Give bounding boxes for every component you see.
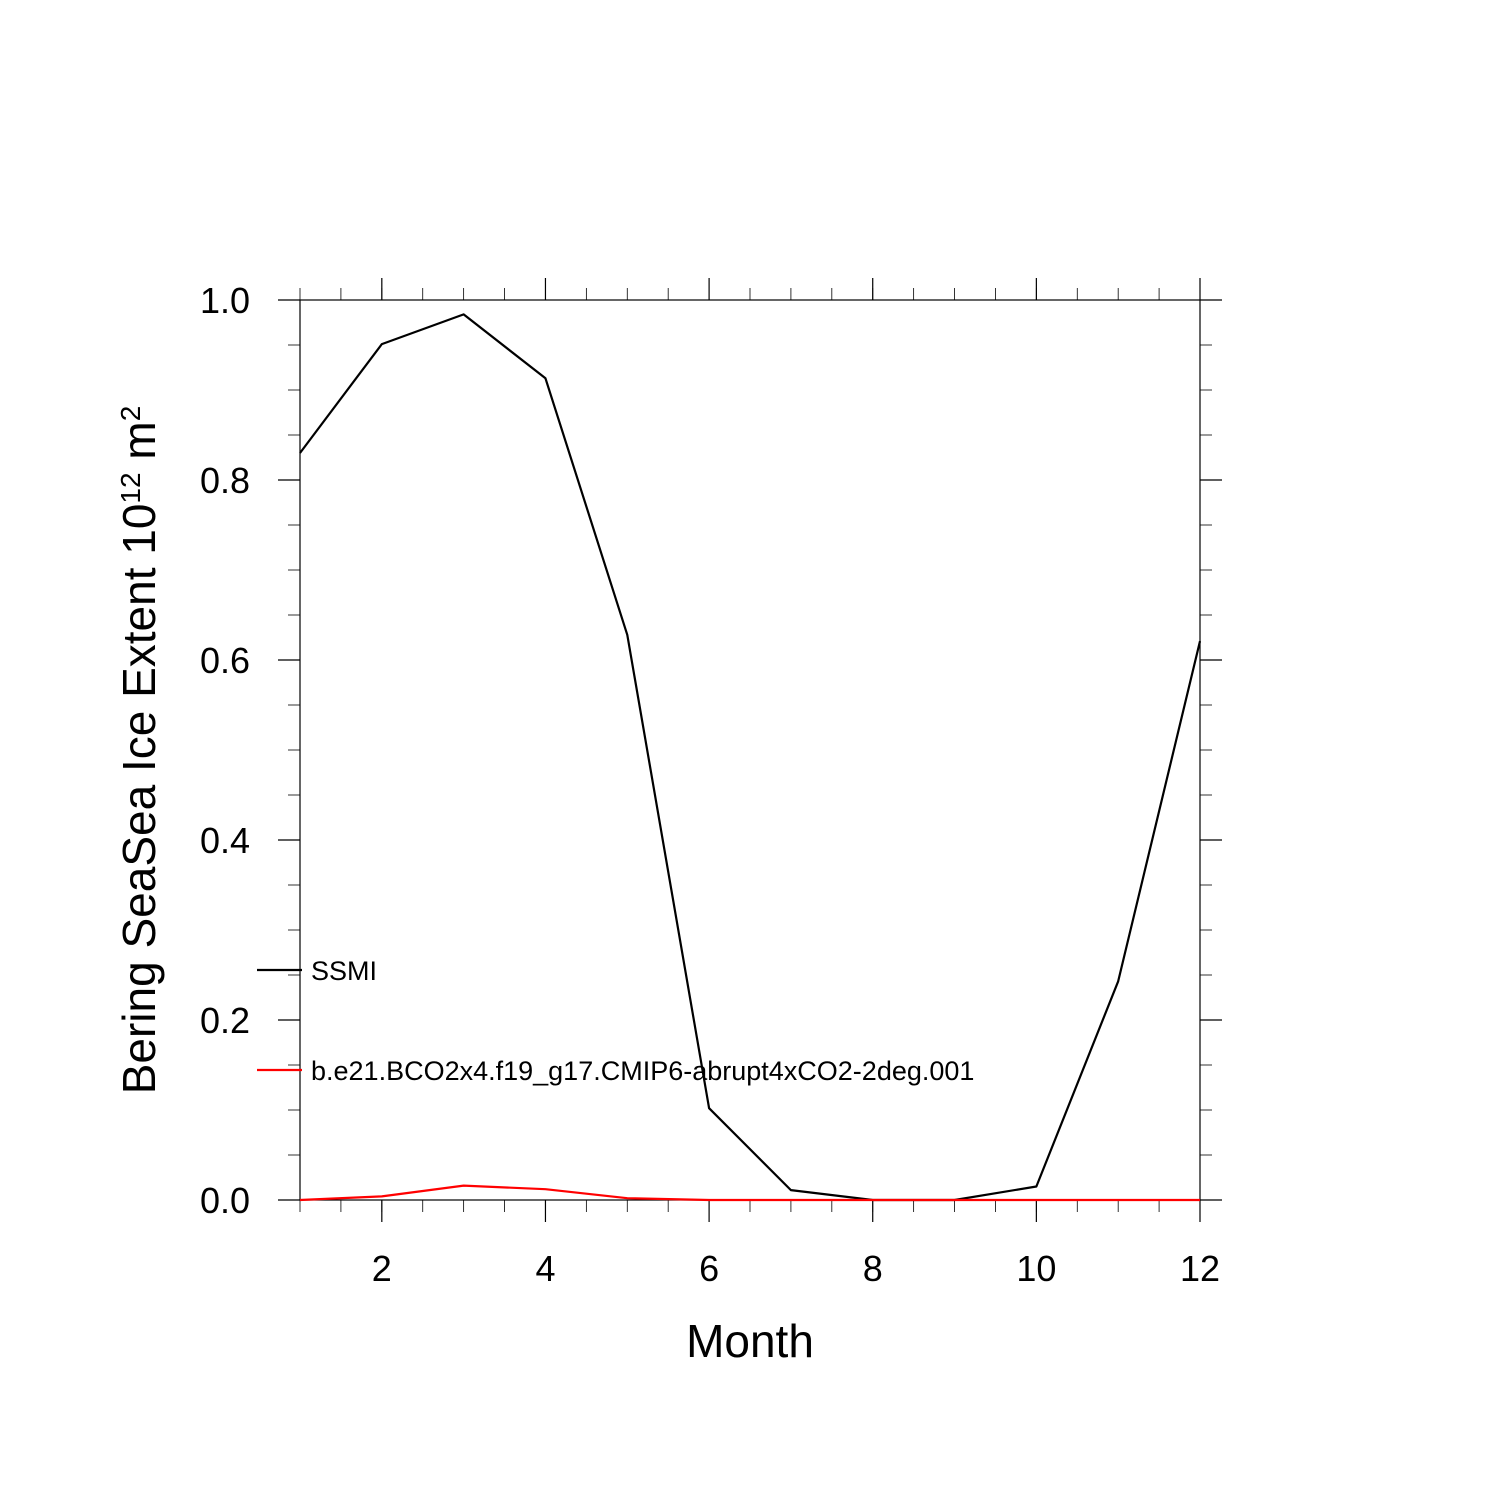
y-axis-title-unit-exponent: 2 — [115, 406, 146, 422]
x-tick-label: 8 — [863, 1248, 883, 1289]
x-tick-label: 6 — [699, 1248, 719, 1289]
x-axis-title: Month — [686, 1315, 814, 1367]
y-axis-title: Bering SeaSea Ice Extent 1012 m2 — [113, 406, 165, 1095]
y-axis-title-main: Bering SeaSea Ice Extent 10 — [113, 504, 165, 1095]
y-tick-label: 0.2 — [200, 1000, 250, 1041]
x-tick-labels: 2 4 6 8 10 12 — [372, 1248, 1220, 1289]
x-tick-label: 10 — [1016, 1248, 1056, 1289]
y-axis-title-unit: m — [113, 421, 165, 472]
y-tick-label: 0.6 — [200, 640, 250, 681]
y-tick-labels: 0.0 0.2 0.4 0.6 0.8 1.0 — [200, 280, 250, 1221]
y-axis-title-exponent: 12 — [115, 472, 146, 503]
major-ticks — [278, 278, 1222, 1222]
legend-label-1: b.e21.BCO2x4.f19_g17.CMIP6-abrupt4xCO2-2… — [311, 1056, 974, 1086]
y-tick-label: 0.4 — [200, 820, 250, 861]
y-tick-label: 0.8 — [200, 460, 250, 501]
series-lines — [299, 313, 1202, 1202]
legend: SSMI b.e21.BCO2x4.f19_g17.CMIP6-abrupt4xC… — [257, 956, 974, 1086]
y-tick-label: 1.0 — [200, 280, 250, 321]
x-tick-label: 4 — [535, 1248, 555, 1289]
legend-label-0: SSMI — [311, 956, 377, 986]
x-tick-label: 12 — [1180, 1248, 1220, 1289]
y-tick-label: 0.0 — [200, 1180, 250, 1221]
x-tick-label: 2 — [372, 1248, 392, 1289]
series-line-1 — [299, 1184, 1200, 1202]
series-line-0 — [299, 313, 1202, 1202]
